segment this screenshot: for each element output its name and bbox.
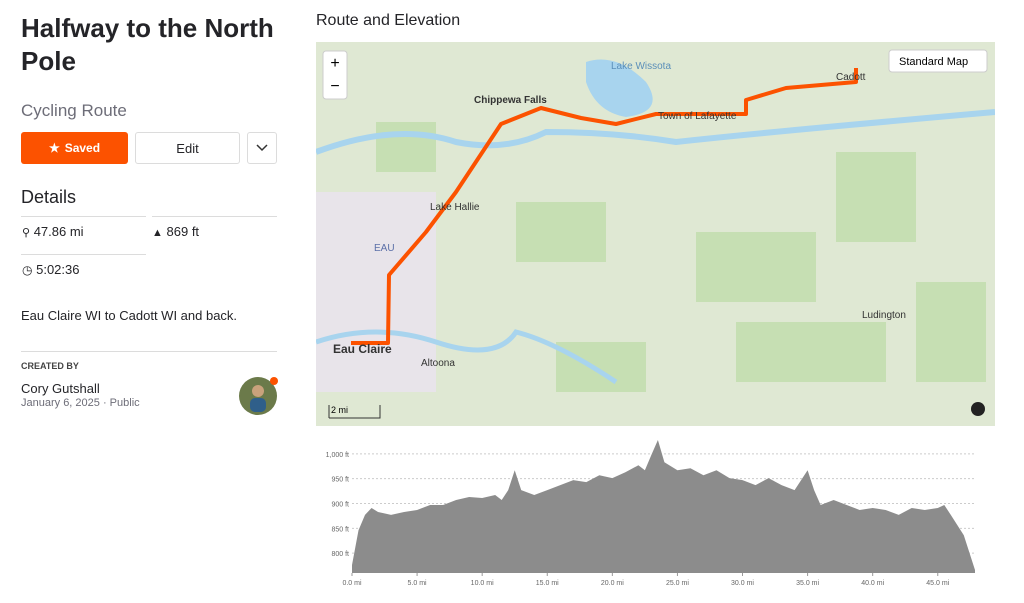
- visibility: Public: [109, 397, 140, 409]
- x-tick-label: 25.0 mi: [666, 580, 689, 587]
- separator: [21, 216, 146, 217]
- separator: [21, 351, 277, 352]
- map-heading: Route and Elevation: [316, 12, 461, 29]
- created-date: January 6, 2025: [21, 397, 100, 409]
- y-tick-label: 950 ft: [331, 477, 349, 484]
- lake: [586, 59, 653, 117]
- info-button[interactable]: [971, 402, 985, 416]
- x-tick-label: 20.0 mi: [601, 580, 624, 587]
- map-label: Lake Wissota: [611, 61, 671, 72]
- distance: 47.86 mi: [33, 224, 84, 239]
- avatar[interactable]: [238, 375, 280, 417]
- created-meta: January 6, 2025 · Public: [21, 397, 140, 409]
- x-tick-label: 5.0 mi: [408, 580, 428, 587]
- y-tick-label: 850 ft: [331, 526, 349, 533]
- zoom-in[interactable]: +: [330, 55, 339, 72]
- map-label: Cadott: [836, 72, 866, 83]
- map-label: Eau Claire: [333, 342, 392, 356]
- mountain-icon: ▲: [152, 227, 163, 239]
- edit-label: Edit: [176, 140, 199, 156]
- map-type: Standard Map: [899, 56, 968, 68]
- y-tick-label: 1,000 ft: [326, 452, 349, 459]
- created-by-label: CREATED BY: [21, 361, 79, 371]
- time-stat: ◷ 5:02:36: [22, 262, 79, 277]
- urban-area: [316, 192, 436, 392]
- x-tick-label: 45.0 mi: [926, 580, 949, 587]
- route-type: Cycling Route: [21, 101, 127, 120]
- clock-icon: ◷: [22, 263, 33, 277]
- chevron-icon: [256, 144, 268, 152]
- separator: [21, 254, 146, 255]
- map-type-button[interactable]: [888, 49, 988, 73]
- elevation-area: [352, 439, 975, 573]
- separator: [152, 216, 277, 217]
- map-label: Chippewa Falls: [474, 95, 547, 106]
- y-tick-label: 800 ft: [331, 551, 349, 558]
- x-tick-label: 15.0 mi: [536, 580, 559, 587]
- description: Eau Claire WI to Cadott WI and back.: [21, 308, 238, 323]
- edit-button[interactable]: Edit: [135, 132, 240, 164]
- y-tick-label: 900 ft: [331, 502, 349, 509]
- map-label: Altoona: [421, 358, 455, 369]
- pin-icon: ⚲: [22, 227, 31, 239]
- x-tick-label: 35.0 mi: [796, 580, 819, 587]
- x-tick-label: 10.0 mi: [471, 580, 494, 587]
- map-label: Lake Hallie: [430, 202, 480, 213]
- river: [316, 109, 995, 155]
- saved-button[interactable]: ★ Saved: [21, 132, 128, 164]
- map-label: Town of Lafayette: [658, 111, 737, 122]
- creator-name[interactable]: Cory Gutshall: [21, 381, 100, 396]
- scale-label: 2 mi: [331, 405, 348, 415]
- x-tick-label: 40.0 mi: [861, 580, 884, 587]
- map-label: EAU: [374, 243, 395, 254]
- elevation-chart: 800 ft 850 ft 900 ft 950 ft 1,000 ft 0.0 mi 5.…: [326, 439, 975, 587]
- zoom-control: + −: [322, 50, 348, 100]
- route-title: Halfway to the North Pole: [21, 13, 274, 76]
- scale-bar: [328, 405, 381, 419]
- elevation: 869 ft: [166, 224, 200, 239]
- distance-stat: ⚲ 47.86 mi: [22, 224, 84, 239]
- zoom-out[interactable]: −: [330, 78, 339, 95]
- x-tick-label: 30.0 mi: [731, 580, 754, 587]
- x-tick-label: 0.0 mi: [342, 580, 362, 587]
- route-line: [351, 68, 858, 345]
- more-button[interactable]: [247, 132, 277, 164]
- map[interactable]: Lake Wissota Chippewa Falls Town of Lafa…: [316, 42, 995, 426]
- river: [316, 329, 618, 385]
- map-label: Ludington: [862, 310, 906, 321]
- saved-label: Saved: [64, 141, 101, 155]
- details-heading: Details: [21, 187, 77, 207]
- map-woods: [376, 122, 986, 392]
- elevation-stat: ▲ 869 ft: [152, 224, 199, 239]
- moving-time: 5:02:36: [36, 262, 80, 277]
